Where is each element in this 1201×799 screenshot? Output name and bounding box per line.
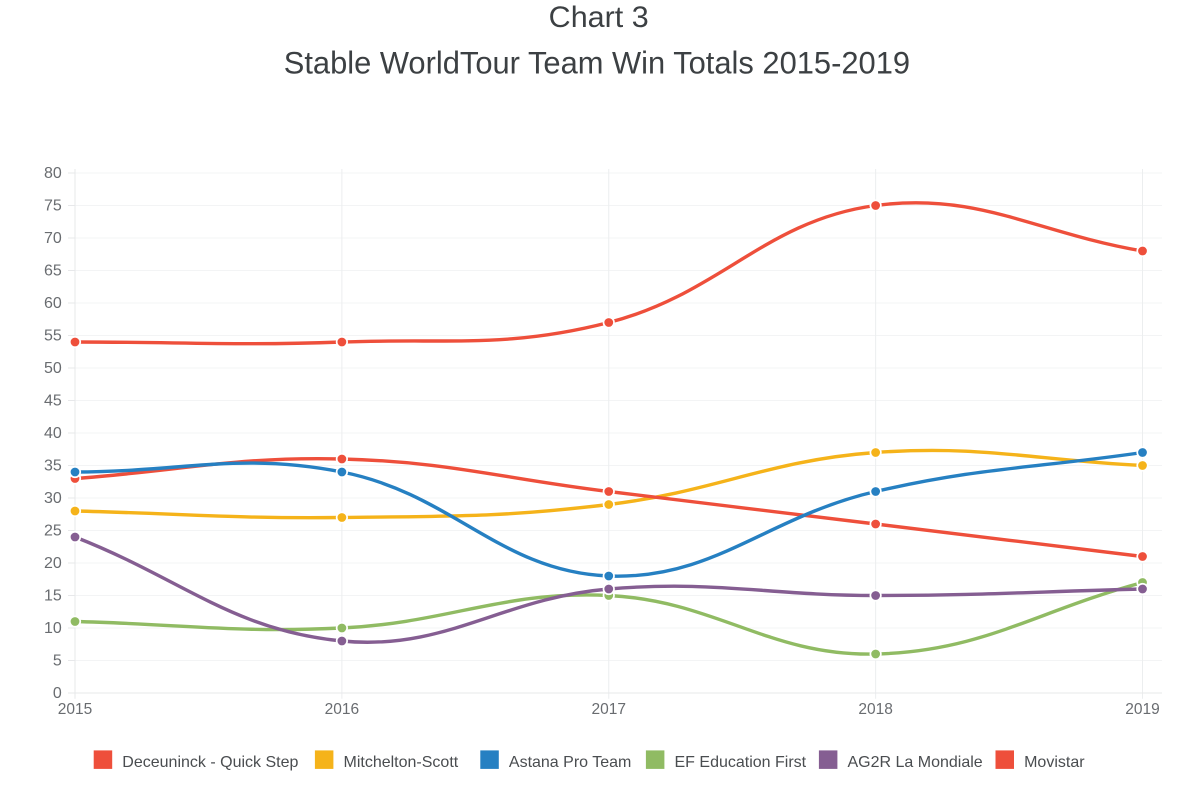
svg-text:50: 50 (44, 360, 62, 377)
svg-text:30: 30 (44, 490, 62, 507)
svg-text:AG2R La Mondiale: AG2R La Mondiale (848, 754, 983, 771)
svg-text:60: 60 (44, 295, 62, 312)
svg-text:25: 25 (44, 522, 62, 539)
svg-text:40: 40 (44, 425, 62, 442)
svg-text:35: 35 (44, 457, 62, 474)
svg-text:2019: 2019 (1125, 701, 1159, 718)
svg-text:Chart 3: Chart 3 (549, 2, 649, 34)
svg-text:Mitchelton-Scott: Mitchelton-Scott (344, 754, 459, 771)
svg-text:15: 15 (44, 587, 62, 604)
svg-text:2015: 2015 (58, 701, 92, 718)
svg-text:80: 80 (44, 165, 62, 182)
svg-text:Movistar: Movistar (1024, 754, 1085, 771)
svg-text:0: 0 (53, 685, 62, 702)
svg-text:2018: 2018 (858, 701, 892, 718)
svg-text:Astana Pro Team: Astana Pro Team (509, 754, 631, 771)
svg-text:2017: 2017 (592, 701, 626, 718)
svg-text:20: 20 (44, 555, 62, 572)
svg-text:Stable WorldTour Team Win Tota: Stable WorldTour Team Win Totals 2015-20… (284, 45, 910, 80)
svg-text:Deceuninck - Quick Step: Deceuninck - Quick Step (122, 754, 298, 771)
svg-text:70: 70 (44, 230, 62, 247)
svg-text:EF Education First: EF Education First (675, 754, 807, 771)
svg-text:65: 65 (44, 262, 62, 279)
svg-text:2016: 2016 (325, 701, 359, 718)
svg-text:55: 55 (44, 327, 62, 344)
svg-text:75: 75 (44, 197, 62, 214)
svg-text:45: 45 (44, 392, 62, 409)
svg-text:5: 5 (53, 652, 62, 669)
svg-text:10: 10 (44, 620, 62, 637)
